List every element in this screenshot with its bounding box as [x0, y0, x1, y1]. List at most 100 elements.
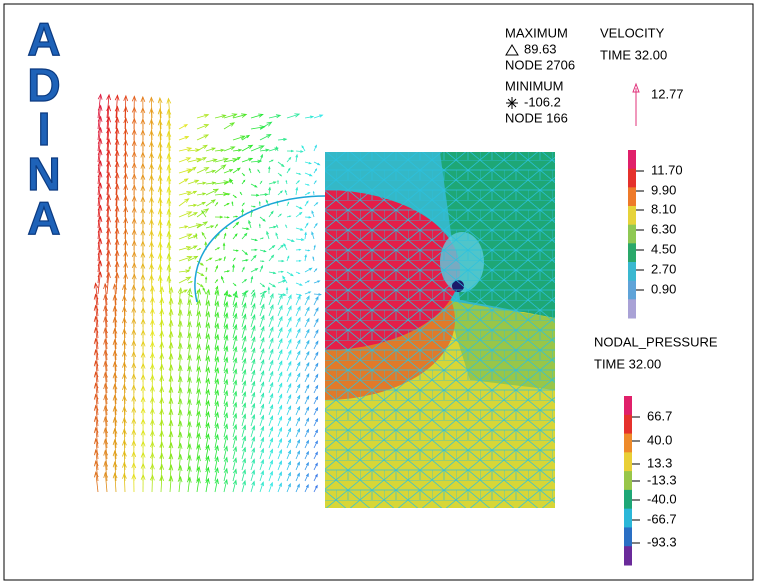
velocity-arrowhead — [275, 232, 278, 236]
velocity-arrow — [178, 276, 191, 284]
velocity-arrow — [268, 382, 274, 394]
velocity-arrow — [104, 394, 108, 416]
velocity-arrow — [123, 340, 126, 361]
velocity-arrowhead — [296, 427, 301, 433]
velocity-arrowhead — [298, 211, 303, 216]
velocity-arrow — [169, 298, 172, 317]
velocity-arrow — [104, 405, 108, 427]
velocity-arrowhead — [157, 152, 163, 159]
velocity-arrow — [268, 338, 274, 350]
velocity-arrowhead — [278, 315, 283, 321]
velocity-arrowhead — [250, 275, 254, 280]
velocity-arrow — [313, 429, 318, 438]
velocity-arrowhead — [205, 399, 210, 407]
velocity-arrowhead — [159, 308, 165, 315]
velocity-arrow — [223, 379, 228, 394]
velocity-arrow — [223, 346, 228, 361]
velocity-arrow — [232, 358, 237, 372]
velocity-arrowhead — [242, 435, 247, 442]
velocity-arrowhead — [122, 450, 127, 457]
velocity-arrow — [187, 432, 191, 449]
velocity-arrow — [124, 118, 127, 141]
velocity-arrowhead — [300, 150, 304, 153]
velocity-arrowhead — [103, 316, 108, 323]
velocity-arrow — [223, 468, 228, 482]
velocity-arrow — [159, 175, 162, 196]
velocity-arrowhead — [186, 476, 192, 483]
velocity-arrowhead — [192, 190, 198, 195]
velocity-arrowhead — [244, 232, 248, 237]
velocity-arrowhead — [140, 362, 146, 369]
velocity-arrow — [114, 350, 117, 372]
velocity-arrow — [160, 442, 163, 460]
velocity-arrow — [304, 462, 309, 471]
velocity-arrow — [277, 383, 283, 394]
velocity-arrowhead — [183, 124, 189, 128]
velocity-arrow — [223, 113, 237, 119]
velocity-arrowhead — [242, 313, 247, 320]
velocity-arrowhead — [166, 208, 172, 215]
velocity-arrowhead — [278, 415, 283, 421]
velocity-arrowhead — [251, 469, 255, 475]
velocity-arrow — [124, 151, 127, 174]
velocity-arrowhead — [196, 465, 201, 473]
velocity-arrowhead — [282, 293, 287, 297]
velocity-arrow — [159, 109, 162, 130]
velocity-arrow — [259, 315, 265, 328]
velocity-arrow — [159, 97, 162, 119]
velocity-arrow — [124, 184, 127, 207]
velocity-arrow — [95, 405, 99, 427]
color-band — [628, 187, 636, 207]
velocity-arrow — [187, 158, 202, 163]
velocity-arrowhead — [260, 425, 265, 431]
velocity-arrow — [115, 162, 118, 185]
velocity-arrowhead — [221, 114, 227, 119]
velocity-arrowhead — [295, 186, 299, 191]
velocity-arrow — [201, 210, 207, 218]
velocity-arrowhead — [269, 415, 274, 421]
velocity-arrowhead — [236, 156, 241, 161]
velocity-arrow — [214, 379, 219, 394]
velocity-arrow — [304, 395, 310, 405]
velocity-arrowhead — [315, 318, 319, 323]
velocity-arrow — [205, 345, 210, 361]
velocity-arrow — [205, 434, 209, 449]
velocity-arrowhead — [287, 305, 292, 311]
velocity-arrowhead — [195, 232, 198, 236]
velocity-arrowhead — [251, 302, 256, 309]
velocity-arrow — [259, 293, 265, 306]
velocity-arrow — [123, 306, 126, 328]
velocity-arrow — [241, 403, 246, 416]
velocity-arrow — [241, 347, 246, 361]
velocity-arrow — [232, 135, 245, 141]
velocity-arrow — [151, 475, 153, 493]
velocity-arrowhead — [157, 108, 163, 115]
velocity-arrow — [223, 413, 228, 427]
velocity-arrowhead — [112, 394, 118, 401]
velocity-arrow — [178, 157, 191, 163]
velocity-arrowhead — [222, 242, 226, 246]
velocity-arrowhead — [205, 310, 211, 318]
velocity-arrow — [104, 439, 108, 460]
velocity-arrow — [268, 304, 274, 317]
velocity-arrowhead — [223, 467, 228, 474]
velocity-arrow — [95, 438, 99, 460]
velocity-arrow — [250, 370, 255, 383]
velocity-arrowhead — [260, 458, 264, 464]
velocity-arrow — [241, 303, 246, 317]
velocity-arrowhead — [260, 403, 265, 409]
velocity-arrow — [259, 326, 265, 339]
legend-label: 9.90 — [651, 182, 676, 197]
velocity-arrow — [286, 394, 292, 405]
velocity-arrow — [232, 291, 237, 306]
velocity-arrowhead — [140, 218, 146, 225]
velocity-arrowhead — [97, 160, 103, 167]
velocity-arrow — [168, 154, 171, 174]
velocity-arrowhead — [314, 451, 318, 456]
velocity-arrow — [106, 239, 110, 262]
velocity-arrow — [313, 318, 319, 328]
velocity-arrow — [286, 306, 292, 317]
velocity-arrow — [295, 395, 301, 405]
velocity-arrowhead — [307, 183, 310, 186]
velocity-arrow — [277, 449, 282, 460]
